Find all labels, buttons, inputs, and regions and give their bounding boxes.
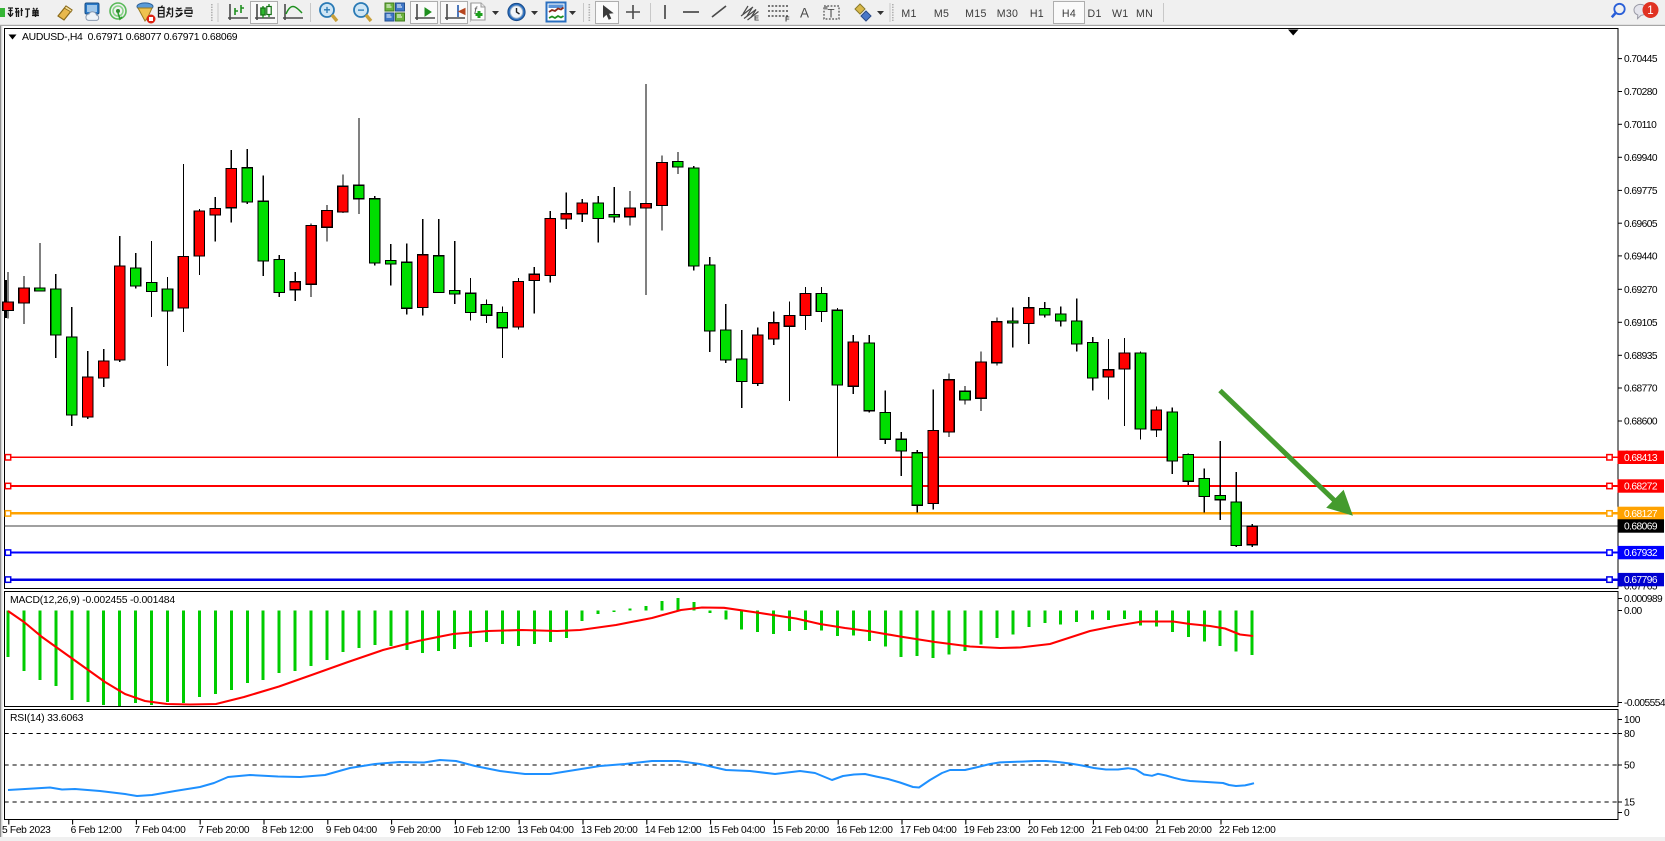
- svg-text:15 Feb 04:00: 15 Feb 04:00: [709, 825, 766, 836]
- svg-text:W1: W1: [1112, 8, 1129, 20]
- svg-text:0: 0: [1624, 808, 1630, 819]
- svg-text:5 Feb 2023: 5 Feb 2023: [2, 825, 51, 836]
- svg-text:0.67796: 0.67796: [1624, 575, 1658, 586]
- svg-text:MN: MN: [1136, 8, 1153, 20]
- svg-text:20 Feb 12:00: 20 Feb 12:00: [1028, 825, 1085, 836]
- svg-text:9 Feb 20:00: 9 Feb 20:00: [390, 825, 442, 836]
- svg-text:13 Feb 04:00: 13 Feb 04:00: [517, 825, 574, 836]
- svg-text:15: 15: [1624, 798, 1635, 809]
- svg-text:15 Feb 20:00: 15 Feb 20:00: [772, 825, 829, 836]
- svg-text:MACD(12,26,9) -0.002455 -0.001: MACD(12,26,9) -0.002455 -0.001484: [10, 595, 175, 606]
- svg-text:0.68413: 0.68413: [1624, 453, 1658, 464]
- svg-text:8 Feb 12:00: 8 Feb 12:00: [262, 825, 314, 836]
- svg-text:0.68272: 0.68272: [1624, 482, 1658, 493]
- svg-text:6 Feb 12:00: 6 Feb 12:00: [71, 825, 123, 836]
- svg-text:0.68069: 0.68069: [1624, 522, 1658, 533]
- svg-text:A: A: [800, 6, 809, 21]
- svg-text:1: 1: [1647, 5, 1653, 17]
- svg-text:0.67932: 0.67932: [1624, 548, 1658, 559]
- svg-text:21 Feb 20:00: 21 Feb 20:00: [1155, 825, 1212, 836]
- svg-text:0.68600: 0.68600: [1624, 417, 1658, 428]
- svg-text:M15: M15: [965, 8, 987, 20]
- svg-text:0.69605: 0.69605: [1624, 219, 1658, 230]
- svg-text:10 Feb 12:00: 10 Feb 12:00: [453, 825, 510, 836]
- svg-text:0.70110: 0.70110: [1624, 120, 1657, 131]
- svg-text:D1: D1: [1088, 8, 1102, 20]
- svg-text:0.69775: 0.69775: [1624, 186, 1658, 197]
- svg-text:M30: M30: [997, 8, 1019, 20]
- svg-text:H1: H1: [1030, 8, 1044, 20]
- svg-text:0.69440: 0.69440: [1624, 252, 1658, 263]
- svg-text:13 Feb 20:00: 13 Feb 20:00: [581, 825, 638, 836]
- svg-text:19 Feb 23:00: 19 Feb 23:00: [964, 825, 1021, 836]
- svg-text:M5: M5: [934, 8, 949, 20]
- svg-text:7 Feb 20:00: 7 Feb 20:00: [198, 825, 250, 836]
- svg-text:0.68127: 0.68127: [1624, 509, 1658, 520]
- svg-text:0.68935: 0.68935: [1624, 351, 1658, 362]
- svg-text:AUDUSD-,H4 0.67971 0.68077 0.: AUDUSD-,H4 0.67971 0.68077 0.67971 0.680…: [22, 32, 238, 43]
- svg-text:f: f: [474, 6, 478, 17]
- svg-text:14 Feb 12:00: 14 Feb 12:00: [645, 825, 702, 836]
- svg-text:0.69270: 0.69270: [1624, 285, 1658, 296]
- svg-text:80: 80: [1624, 729, 1635, 740]
- svg-text:T: T: [828, 9, 835, 21]
- svg-text:0.69105: 0.69105: [1624, 318, 1658, 329]
- svg-text:M1: M1: [901, 8, 916, 20]
- svg-text:50: 50: [1624, 761, 1635, 772]
- svg-text:17 Feb 04:00: 17 Feb 04:00: [900, 825, 957, 836]
- svg-text:22 Feb 12:00: 22 Feb 12:00: [1219, 825, 1276, 836]
- svg-text:0.00: 0.00: [1624, 606, 1643, 617]
- svg-text:7 Feb 04:00: 7 Feb 04:00: [134, 825, 186, 836]
- svg-text:100: 100: [1624, 715, 1641, 726]
- svg-text:9 Feb 04:00: 9 Feb 04:00: [326, 825, 378, 836]
- svg-text:16 Feb 12:00: 16 Feb 12:00: [836, 825, 893, 836]
- svg-text:0.70445: 0.70445: [1624, 54, 1658, 65]
- svg-text:F: F: [785, 15, 790, 24]
- svg-text:E: E: [754, 14, 759, 23]
- svg-text:+: +: [323, 3, 330, 17]
- svg-text:21 Feb 04:00: 21 Feb 04:00: [1091, 825, 1148, 836]
- svg-text:0.67765: 0.67765: [1624, 582, 1658, 593]
- svg-text:-0.005554: -0.005554: [1624, 698, 1665, 709]
- svg-text:−: −: [357, 3, 364, 17]
- svg-text:0.000989: 0.000989: [1624, 594, 1663, 605]
- svg-text:RSI(14) 33.6063: RSI(14) 33.6063: [10, 713, 84, 724]
- svg-text:0.69940: 0.69940: [1624, 153, 1658, 164]
- svg-text:H4: H4: [1062, 8, 1076, 20]
- svg-text:0.70280: 0.70280: [1624, 87, 1658, 98]
- svg-text:0.68770: 0.68770: [1624, 384, 1658, 395]
